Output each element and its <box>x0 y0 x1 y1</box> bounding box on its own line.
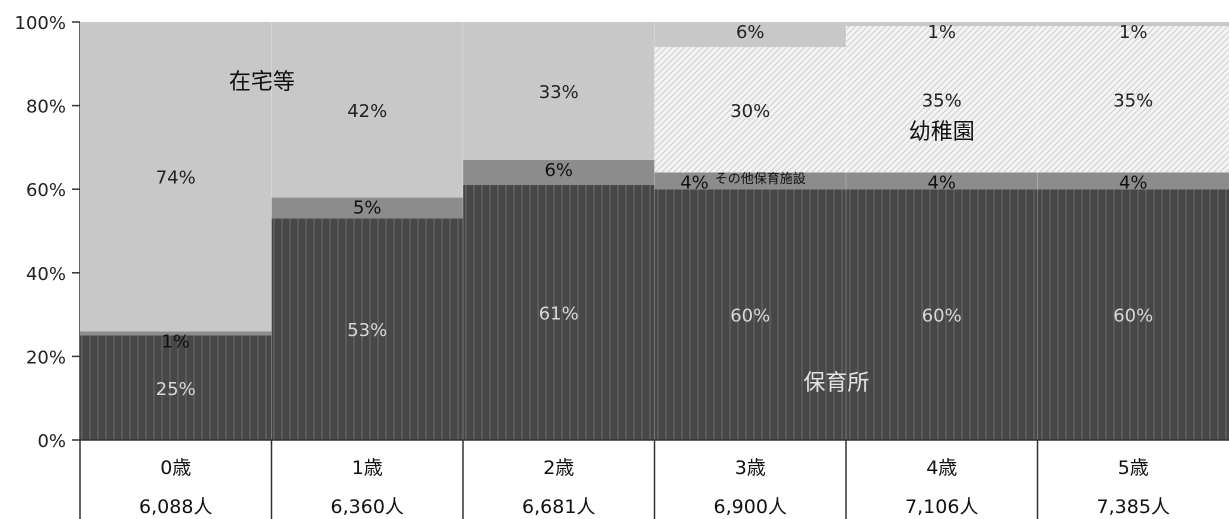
series-name-label: 在宅等 <box>229 70 295 95</box>
bar-segment-3-0 <box>80 22 272 332</box>
category-count: 6,681人 <box>522 496 595 518</box>
category-count: 6,088人 <box>139 496 212 518</box>
bar-segment-3-2 <box>463 22 655 160</box>
data-label-3-1: 42% <box>347 101 387 122</box>
bar-segment-3-3 <box>654 22 846 48</box>
bar-segment-1-1 <box>271 197 463 219</box>
data-label-2-3: 30% <box>730 101 770 122</box>
data-label-3-0: 74% <box>156 168 196 189</box>
data-label-0-2: 61% <box>539 304 579 325</box>
category-count: 6,900人 <box>714 496 787 518</box>
bar-segment-2-3 <box>654 47 846 173</box>
bar-segment-0-2 <box>463 185 655 440</box>
category-count: 7,106人 <box>905 496 978 518</box>
bar-segment-2-5 <box>1037 26 1229 173</box>
category-count: 7,385人 <box>1097 496 1170 518</box>
data-label-1-5: 4% <box>1119 172 1148 193</box>
bar-segment-0-1 <box>271 218 463 440</box>
bar-segment-1-3 <box>654 172 846 190</box>
bar-segment-3-1 <box>271 22 463 198</box>
bar-segment-2-4 <box>846 26 1038 173</box>
data-label-2-5: 35% <box>1113 90 1153 111</box>
bar-segment-0-0 <box>80 335 272 440</box>
data-label-0-1: 53% <box>347 320 387 341</box>
bar-segment-1-4 <box>846 172 1038 190</box>
axes: 0% 20% 40% 60% 80% 100% <box>15 13 81 452</box>
category-label: 5歳 <box>1118 457 1149 479</box>
data-label-1-0: 1% <box>161 331 190 352</box>
data-label-0-0: 25% <box>156 379 196 400</box>
data-label-1-3: 4% <box>680 172 709 193</box>
category-label: 3歳 <box>735 457 766 479</box>
bar-segment-1-2 <box>463 159 655 186</box>
bar-segment-3-4 <box>846 22 1038 27</box>
data-label-0-4: 60% <box>922 306 962 327</box>
bar-segment-3-5 <box>1037 22 1229 27</box>
category-label: 4歳 <box>926 457 957 479</box>
bar-segment-0-4 <box>846 189 1038 440</box>
data-label-3-4: 1% <box>927 22 956 43</box>
y-tick-label: 0% <box>37 431 66 452</box>
data-labels: 25% 1% 74% 53% 5% 42% 61% 6% 33% 60% 4% 30% 6% 60% 4% 3… <box>156 22 1154 400</box>
data-label-3-5: 1% <box>1119 22 1148 43</box>
data-label-0-3: 60% <box>730 306 770 327</box>
data-label-1-4: 4% <box>927 172 956 193</box>
category-count: 6,360人 <box>331 496 404 518</box>
y-tick-label: 20% <box>26 347 66 368</box>
y-tick-label: 100% <box>15 13 66 34</box>
y-tick-label: 80% <box>26 97 66 118</box>
data-label-0-5: 60% <box>1113 306 1153 327</box>
category-label: 0歳 <box>160 457 191 479</box>
category-table: 0歳 6,088人 1歳 6,360人 2歳 6,681人 3歳 6,900人 4歳 7,106人… <box>79 439 1229 519</box>
bar-segment-0-3 <box>654 189 846 440</box>
bar-segment-0-5 <box>1037 189 1229 440</box>
bars <box>80 22 1229 440</box>
series-name-label: 幼稚園 <box>909 120 975 145</box>
data-label-3-2: 33% <box>539 82 579 103</box>
y-tick-label: 40% <box>26 264 66 285</box>
bar-segment-1-5 <box>1037 172 1229 190</box>
series-name-label: その他保育施設 <box>715 171 806 187</box>
y-tick-label: 60% <box>26 180 66 201</box>
series-name-label: 保育所 <box>803 371 869 396</box>
category-label: 2歳 <box>543 457 574 479</box>
data-label-1-1: 5% <box>353 198 382 219</box>
bar-segment-1-0 <box>80 331 272 336</box>
data-label-1-2: 6% <box>544 160 573 181</box>
data-label-3-3: 6% <box>736 22 765 43</box>
data-label-2-4: 35% <box>922 90 962 111</box>
category-label: 1歳 <box>352 457 383 479</box>
